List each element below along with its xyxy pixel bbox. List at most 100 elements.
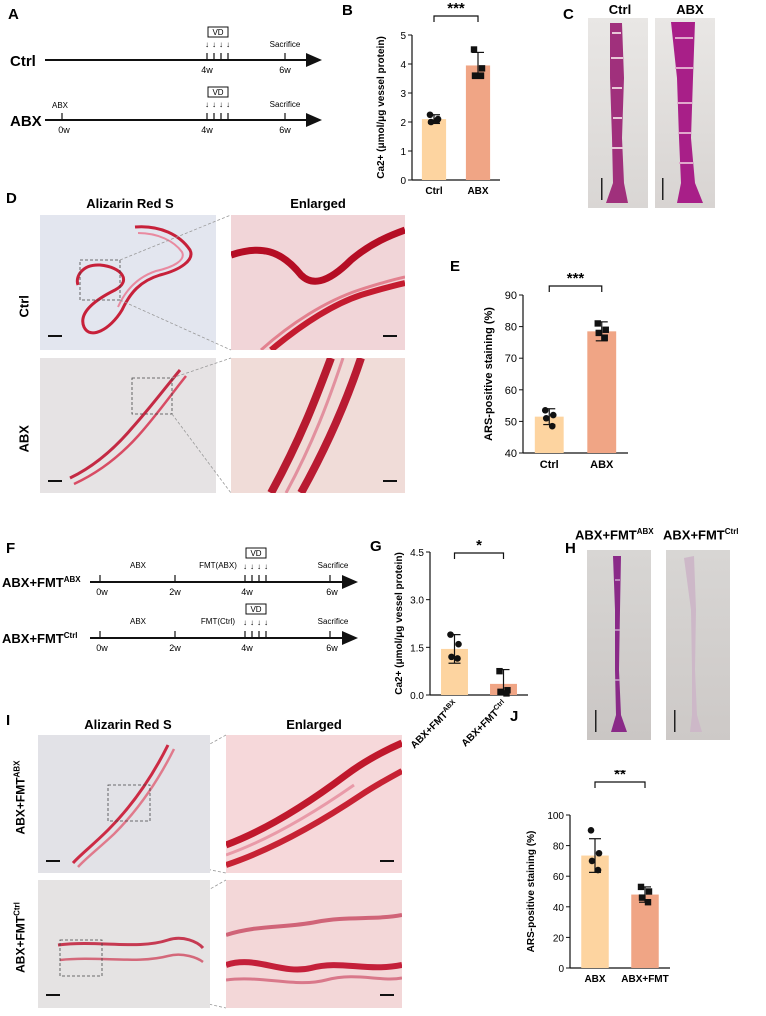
data-point	[454, 655, 461, 662]
bar	[587, 331, 617, 453]
timeline-a-abx-label: ABX	[10, 113, 42, 130]
y-tick-label: 40	[505, 448, 517, 460]
svg-text:↓: ↓	[257, 562, 261, 571]
data-point	[448, 653, 455, 661]
chart-g: 0.0 1.5 3.0 4.5 Ca2+ (μmol/μg vessel protein…	[394, 537, 528, 751]
panel-label-f: F	[6, 540, 16, 557]
x-tick-label: ABX	[584, 974, 605, 985]
data-point	[455, 640, 462, 648]
timeline-f2-tick-2w: 2w	[169, 643, 181, 653]
histology-d-abx-overview	[40, 358, 216, 493]
histology-i-ctrl-overview	[38, 880, 210, 1008]
panel-label-a: A	[8, 6, 19, 23]
data-point	[602, 326, 609, 333]
histology-i-abx-overview	[38, 735, 210, 873]
svg-text:↓: ↓	[243, 562, 247, 571]
data-point	[595, 849, 603, 857]
data-point	[427, 118, 435, 126]
data-point	[637, 883, 645, 891]
data-point	[588, 857, 596, 865]
data-point	[447, 631, 454, 638]
x-tick-label: ABX+FMT	[621, 974, 669, 985]
significance-label: ***	[567, 270, 585, 287]
x-tick-label: Ctrl	[540, 459, 559, 471]
timeline-f1-tick-0w: 0w	[96, 587, 108, 597]
i-row1-label: ABX+FMTABX	[12, 760, 28, 835]
y-tick-label: 3.0	[410, 596, 424, 607]
panel-label-i: I	[6, 712, 11, 729]
panel-label-c: C	[563, 6, 574, 23]
y-tick-label: 4	[400, 60, 406, 71]
timeline-f2-seg2: FMT(Ctrl)	[201, 617, 236, 626]
y-tick-label: 70	[505, 353, 517, 365]
y-tick-label: 20	[553, 933, 565, 944]
timeline-f1-tick-4w: 4w	[241, 587, 253, 597]
data-point	[645, 888, 653, 895]
svg-text:↓: ↓	[205, 100, 209, 109]
photo-h-fmt-abx	[587, 550, 651, 740]
panel-label-b: B	[342, 2, 353, 19]
y-tick-label: 1	[400, 147, 406, 158]
timeline-a-abx-note: ABX	[52, 101, 69, 110]
d-col2-title: Enlarged	[290, 196, 346, 211]
d-row1-label: Ctrl	[16, 295, 32, 318]
y-axis-label: Ca2+ (μmol/μg vessel protein)	[394, 552, 405, 695]
significance-bracket	[433, 15, 479, 22]
data-point	[496, 667, 503, 675]
data-point	[548, 422, 556, 430]
data-point	[542, 414, 550, 422]
d-col1-title: Alizarin Red S	[86, 196, 174, 211]
bar	[421, 119, 447, 180]
panel-label-d: D	[6, 190, 17, 207]
photo-h-left-title: ABX+FMTABX	[575, 527, 654, 543]
d-row2-label: ABX	[16, 425, 32, 453]
timeline-a-sacrifice-1: Sacrifice	[270, 40, 301, 49]
svg-text:↓: ↓	[250, 618, 254, 627]
photo-c-ctrl-title: Ctrl	[608, 2, 632, 17]
chart-e: 40 50 60 70 80 90 ARS-positive staining (%) Ctr…	[483, 270, 628, 471]
x-tick-label: Ctrl	[425, 186, 442, 197]
y-axis-label: ARS-positive staining (%)	[526, 831, 537, 953]
svg-text:↓: ↓	[212, 100, 216, 109]
y-tick-label: 5	[400, 31, 406, 42]
y-tick-label: 50	[505, 416, 517, 428]
histology-i-abx-enlarged	[226, 735, 402, 873]
significance-label: ***	[447, 0, 465, 17]
data-point	[601, 334, 608, 341]
data-point	[426, 111, 434, 119]
timeline-f1-tick-2w: 2w	[169, 587, 181, 597]
data-point	[638, 894, 646, 901]
x-tick-label: ABX+FMTABX	[408, 698, 461, 751]
y-tick-label: 80	[553, 842, 565, 853]
significance-bracket	[453, 552, 505, 559]
y-axis-label: Ca2+ (μmol/μg vessel protein)	[376, 36, 387, 179]
svg-text:↓: ↓	[226, 100, 230, 109]
svg-text:↓: ↓	[264, 618, 268, 627]
panel-label-g: G	[370, 538, 382, 555]
significance-label: **	[614, 770, 626, 783]
timeline-f: ABX+FMTABX ABX FMT(ABX) VD ↓ ↓ ↓ ↓ Sacri…	[2, 547, 358, 653]
y-tick-label: 100	[547, 811, 564, 822]
photo-h-right-title: ABX+FMTCtrl	[663, 527, 739, 543]
data-point	[477, 72, 485, 79]
x-tick-label: ABX+FMTCtrl	[459, 699, 510, 750]
data-point	[471, 72, 479, 79]
histology-d-ctrl-overview	[40, 215, 216, 350]
significance-label: *	[476, 537, 482, 554]
svg-text:↓: ↓	[226, 40, 230, 49]
data-point	[478, 65, 486, 72]
data-point	[644, 899, 652, 906]
chart-b: 0 1 2 3 4 5 Ca2+ (μmol/μg vessel protein) Ctrl A…	[376, 0, 500, 197]
photo-c-abx-title: ABX	[676, 2, 704, 17]
x-tick-label: ABX	[590, 459, 614, 471]
chart-j: 0 20 40 60 80 100 ARS-positive staining (%) ABX…	[526, 770, 670, 985]
data-point	[587, 827, 595, 834]
panel-label-j: J	[510, 708, 519, 725]
timeline-a: Ctrl VD ↓ ↓ ↓ ↓ Sacrifice 4w 6w ABX ABX …	[10, 26, 322, 135]
svg-text:↓: ↓	[250, 562, 254, 571]
timeline-f1-sacrifice: Sacrifice	[318, 561, 349, 570]
svg-text:↓: ↓	[205, 40, 209, 49]
i-col1-title: Alizarin Red S	[84, 717, 172, 732]
i-col2-title: Enlarged	[286, 717, 342, 732]
panel-label-h: H	[565, 540, 576, 557]
